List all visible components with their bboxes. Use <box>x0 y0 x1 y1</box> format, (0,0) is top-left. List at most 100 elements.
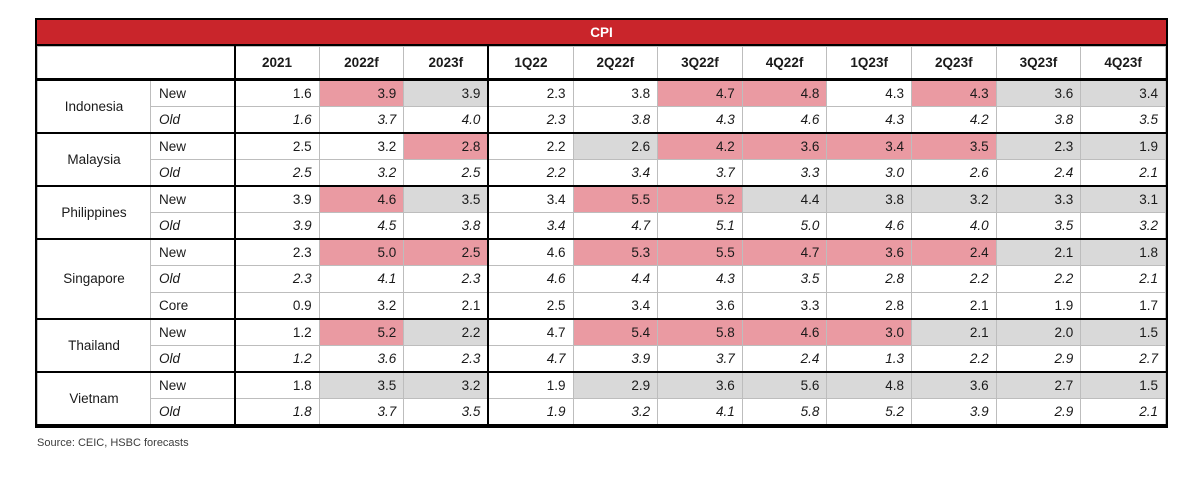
value-cell: 3.4 <box>572 158 659 187</box>
value-cell: 5.2 <box>826 398 912 427</box>
value-cell: 2.0 <box>995 318 1082 346</box>
value-cell: 2.2 <box>995 265 1082 293</box>
value-cell: 4.7 <box>741 238 828 267</box>
value-cell: 1.8 <box>1080 238 1166 267</box>
value-cell: 3.4 <box>487 185 574 213</box>
column-header: 4Q23f <box>1080 46 1166 81</box>
table-row: Old 1.2 3.6 2.3 4.7 3.9 3.7 2.4 1.3 2.2 2.9 2.7 <box>38 344 1166 374</box>
series-label: New <box>150 132 236 160</box>
value-cell: 2.1 <box>911 318 997 346</box>
series-label: Old <box>150 158 236 187</box>
value-cell: 3.3 <box>995 185 1082 213</box>
value-cell: 3.4 <box>487 211 574 241</box>
value-cell: 3.8 <box>826 185 912 213</box>
value-cell: 2.1 <box>911 291 997 320</box>
country-label: Philippines <box>37 185 151 241</box>
series-label: Old <box>150 211 236 241</box>
value-cell: 5.5 <box>657 238 743 267</box>
value-cell: 4.3 <box>826 79 912 107</box>
value-cell: 0.9 <box>234 291 320 320</box>
table-row: Core 0.9 3.2 2.1 2.5 3.4 3.6 3.3 2.8 2.1 1.9 1.7 <box>38 291 1166 320</box>
value-cell: 3.5 <box>911 132 997 160</box>
value-cell: 3.9 <box>911 398 997 427</box>
header-row: 2021 2022f 2023f 1Q22 2Q22f 3Q22f 4Q22f 1Q23f 2Q… <box>37 46 1166 81</box>
value-cell: 4.7 <box>487 344 574 374</box>
value-cell: 5.5 <box>572 185 659 213</box>
value-cell: 3.7 <box>657 158 743 187</box>
value-cell: 3.5 <box>741 265 828 293</box>
value-cell: 2.4 <box>911 238 997 267</box>
cpi-data-table: 2021 2022f 2023f 1Q22 2Q22f 3Q22f 4Q22f 1Q23f 2Q… <box>37 46 1166 427</box>
value-cell: 3.6 <box>826 238 912 267</box>
value-cell: 2.2 <box>487 158 574 187</box>
value-cell: 4.7 <box>657 79 743 107</box>
table-row: Singapore New 2.3 5.0 2.5 4.6 5.3 5.5 4.7 3.6 2.4 2… <box>37 238 1166 320</box>
value-cell: 3.2 <box>1080 211 1166 241</box>
country-label: Singapore <box>37 238 151 320</box>
value-cell: 2.9 <box>995 398 1082 427</box>
value-cell: 5.3 <box>572 238 659 267</box>
table-header: 2021 2022f 2023f 1Q22 2Q22f 3Q22f 4Q22f 1Q23f 2Q… <box>37 46 1166 81</box>
value-cell: 4.3 <box>911 79 997 107</box>
value-cell: 3.5 <box>1080 105 1166 134</box>
value-cell: 2.4 <box>741 344 828 374</box>
value-cell: 4.2 <box>911 105 997 134</box>
value-cell: 1.8 <box>234 371 320 400</box>
value-cell: 2.1 <box>1080 265 1166 293</box>
value-cell: 1.6 <box>234 79 320 107</box>
value-cell: 4.8 <box>826 371 912 400</box>
value-cell: 3.5 <box>403 185 490 213</box>
value-cell: 4.6 <box>487 238 574 267</box>
value-cell: 2.1 <box>403 291 490 320</box>
table-row: Old 1.8 3.7 3.5 1.9 3.2 4.1 5.8 5.2 3.9 2.9 2.1 <box>38 398 1166 427</box>
value-cell: 2.5 <box>403 158 490 187</box>
value-cell: 2.6 <box>911 158 997 187</box>
value-cell: 1.8 <box>234 398 320 427</box>
value-cell: 3.6 <box>911 371 997 400</box>
table-title-banner: CPI <box>37 20 1166 46</box>
series-label: New <box>150 238 236 267</box>
value-cell: 2.3 <box>234 265 320 293</box>
value-cell: 2.1 <box>1080 398 1166 427</box>
value-cell: 2.3 <box>995 132 1082 160</box>
column-header: 3Q23f <box>995 46 1082 81</box>
value-cell: 1.2 <box>234 318 320 346</box>
table-row: Vietnam New 1.8 3.5 3.2 1.9 2.9 3.6 5.6 4.8 3.6 2.7… <box>37 371 1166 427</box>
value-cell: 3.9 <box>572 344 659 374</box>
value-cell: 3.3 <box>741 158 828 187</box>
value-cell: 2.3 <box>234 238 320 267</box>
series-label: Old <box>150 344 236 374</box>
value-cell: 1.9 <box>995 291 1082 320</box>
value-cell: 3.0 <box>826 318 912 346</box>
value-cell: 2.2 <box>487 132 574 160</box>
value-cell: 4.7 <box>487 318 574 346</box>
value-cell: 3.6 <box>657 291 743 320</box>
series-label: New <box>150 79 236 107</box>
value-cell: 4.7 <box>572 211 659 241</box>
column-header: 1Q23f <box>826 46 912 81</box>
value-cell: 3.4 <box>1080 79 1166 107</box>
value-cell: 3.6 <box>657 371 743 400</box>
value-cell: 4.8 <box>741 79 828 107</box>
column-header: 2022f <box>318 46 405 81</box>
column-header: 2Q23f <box>911 46 997 81</box>
table-row: Old 1.6 3.7 4.0 2.3 3.8 4.3 4.6 4.3 4.2 3.8 3.5 <box>38 105 1166 134</box>
value-cell: 3.1 <box>1080 185 1166 213</box>
value-cell: 3.2 <box>911 185 997 213</box>
value-cell: 1.6 <box>234 105 320 134</box>
value-cell: 2.2 <box>911 265 997 293</box>
value-cell: 1.9 <box>487 398 574 427</box>
value-cell: 3.2 <box>572 398 659 427</box>
value-cell: 3.8 <box>995 105 1082 134</box>
value-cell: 2.1 <box>995 238 1082 267</box>
value-cell: 2.5 <box>234 158 320 187</box>
value-cell: 3.7 <box>657 344 743 374</box>
value-cell: 2.5 <box>234 132 320 160</box>
country-label: Indonesia <box>37 78 151 134</box>
column-header: 3Q22f <box>657 46 743 81</box>
value-cell: 4.2 <box>657 132 743 160</box>
value-cell: 3.8 <box>572 105 659 134</box>
value-cell: 2.3 <box>403 265 490 293</box>
value-cell: 2.1 <box>1080 158 1166 187</box>
value-cell: 3.2 <box>318 158 405 187</box>
